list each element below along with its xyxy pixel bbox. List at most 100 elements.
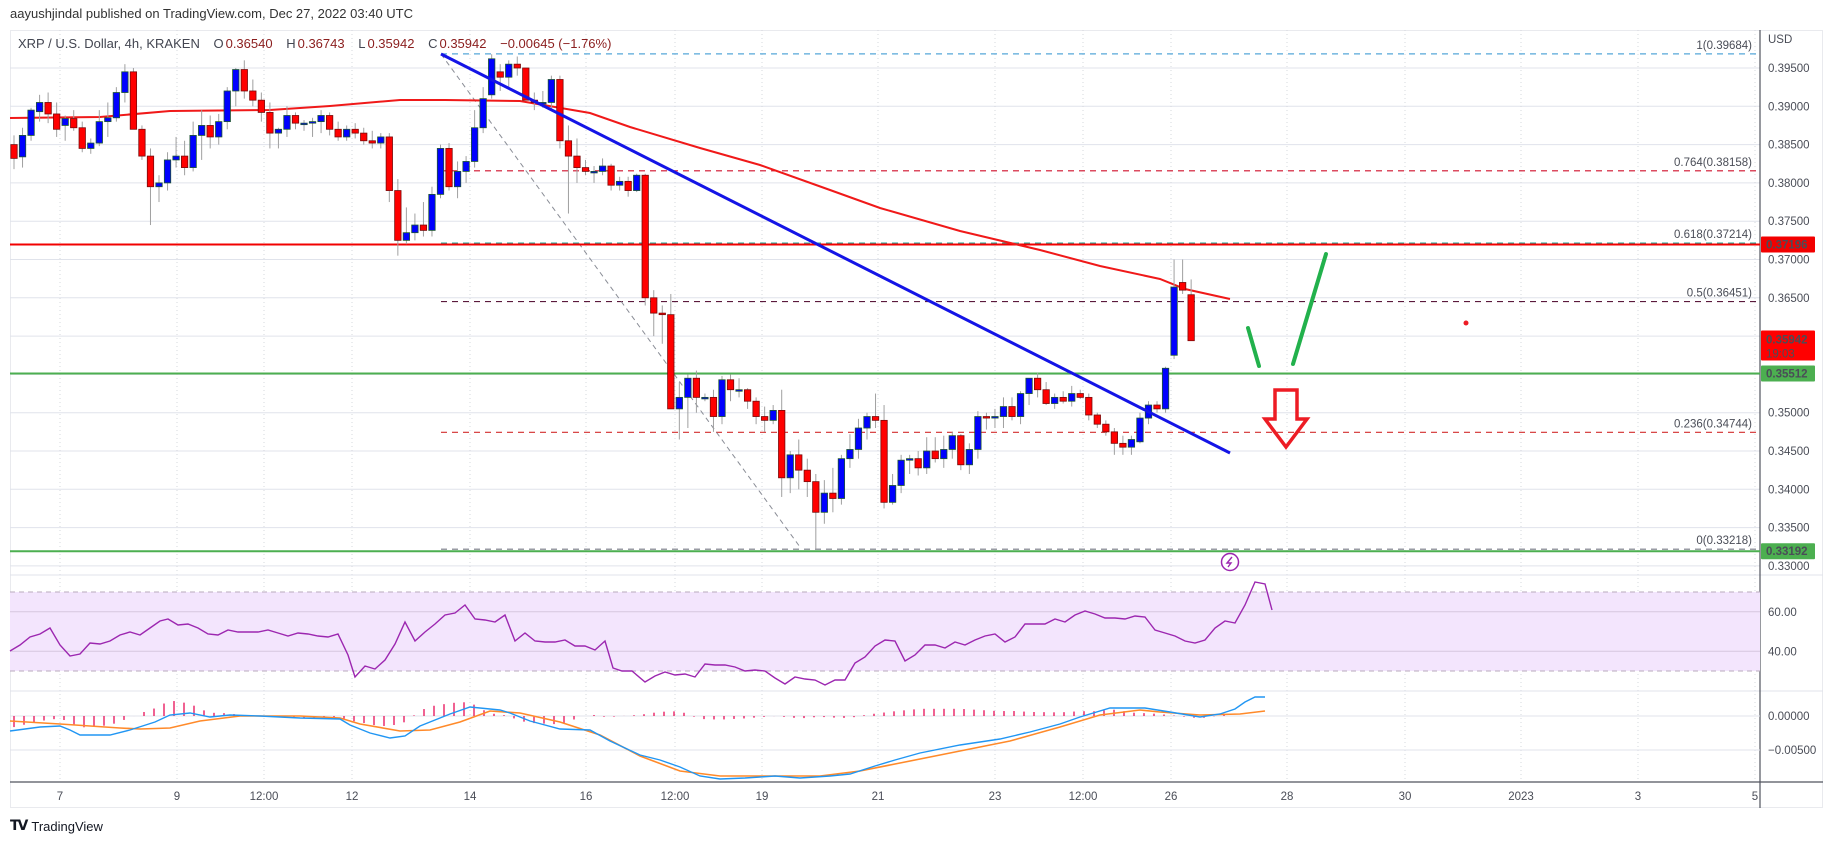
candle-up[interactable] — [471, 127, 479, 162]
candle-down[interactable] — [385, 136, 393, 191]
candle-down[interactable] — [44, 102, 52, 115]
candle-down[interactable] — [1093, 414, 1101, 425]
candle-down[interactable] — [650, 297, 658, 314]
candle-up[interactable] — [274, 128, 283, 134]
candle-down[interactable] — [607, 165, 615, 186]
candle-up[interactable] — [1136, 417, 1144, 443]
candle-up[interactable] — [155, 182, 163, 188]
candle-down[interactable] — [1153, 404, 1161, 410]
candle-down[interactable] — [795, 454, 803, 471]
candle-up[interactable] — [547, 79, 555, 103]
candle-up[interactable] — [121, 71, 129, 93]
candle-up[interactable] — [35, 102, 44, 113]
candle-down[interactable] — [641, 174, 649, 299]
candle-up[interactable] — [769, 410, 777, 421]
candle-up[interactable] — [906, 458, 914, 461]
candle-up[interactable] — [1025, 377, 1033, 394]
candle-up[interactable] — [1127, 439, 1136, 448]
candle-up[interactable] — [104, 117, 112, 123]
candle-up[interactable] — [854, 427, 863, 450]
candle-down[interactable] — [522, 67, 530, 101]
candle-down[interactable] — [180, 155, 189, 168]
candle-up[interactable] — [999, 406, 1008, 417]
candle-down[interactable] — [1042, 389, 1050, 404]
candle-down[interactable] — [914, 458, 922, 469]
candle-down[interactable] — [658, 312, 666, 316]
candle-up[interactable] — [343, 128, 351, 138]
candle-up[interactable] — [428, 193, 436, 231]
candle-up[interactable] — [95, 121, 103, 144]
candle-up[interactable] — [1068, 393, 1076, 402]
candle-up[interactable] — [198, 125, 206, 136]
candle-up[interactable] — [940, 449, 948, 460]
candle-down[interactable] — [709, 396, 718, 417]
candle-down[interactable] — [249, 90, 257, 101]
candle-down[interactable] — [1008, 406, 1016, 417]
candle-up[interactable] — [112, 92, 120, 119]
candle-up[interactable] — [402, 232, 410, 241]
candle-down[interactable] — [129, 71, 138, 130]
candle-up[interactable] — [1016, 393, 1025, 417]
candle-down[interactable] — [692, 377, 701, 398]
candle-down[interactable] — [957, 435, 965, 466]
candle-up[interactable] — [189, 135, 197, 168]
symbol-title[interactable]: XRP / U.S. Dollar, 4h, KRAKEN — [18, 36, 200, 51]
candle-up[interactable] — [837, 458, 846, 499]
candle-down[interactable] — [871, 416, 880, 421]
candle-down[interactable] — [53, 113, 61, 130]
candle-down[interactable] — [573, 155, 581, 168]
candle-down[interactable] — [1076, 393, 1084, 398]
red-down-arrow-icon[interactable] — [1261, 388, 1311, 450]
candle-down[interactable] — [257, 99, 265, 113]
candle-up[interactable] — [923, 450, 931, 469]
candle-up[interactable] — [18, 135, 27, 158]
candle-up[interactable] — [27, 109, 35, 136]
candle-up[interactable] — [974, 416, 982, 450]
candle-up[interactable] — [87, 142, 95, 149]
candle-up[interactable] — [505, 63, 513, 78]
candle-down[interactable] — [726, 379, 735, 391]
candle-up[interactable] — [846, 449, 854, 460]
candle-down[interactable] — [351, 128, 359, 134]
candle-up[interactable] — [991, 416, 999, 419]
candle-down[interactable] — [1059, 396, 1067, 402]
candle-up[interactable] — [735, 389, 743, 392]
candle-down[interactable] — [982, 416, 991, 419]
candle-down[interactable] — [206, 125, 214, 138]
candle-up[interactable] — [948, 435, 956, 450]
candle-down[interactable] — [146, 155, 155, 188]
candle-down[interactable] — [752, 400, 760, 417]
candle-down[interactable] — [496, 71, 504, 78]
candle-down[interactable] — [1179, 282, 1187, 291]
candle-up[interactable] — [300, 122, 308, 126]
candle-down[interactable] — [581, 167, 590, 172]
candle-down[interactable] — [394, 190, 402, 241]
candle-down[interactable] — [1119, 442, 1127, 448]
candle-down[interactable] — [78, 127, 86, 149]
candle-up[interactable] — [215, 121, 223, 138]
candle-down[interactable] — [880, 419, 888, 503]
candle-down[interactable] — [70, 118, 78, 129]
candle-up[interactable] — [633, 174, 641, 191]
candle-down[interactable] — [743, 389, 752, 402]
candle-up[interactable] — [701, 396, 709, 400]
candle-down[interactable] — [513, 63, 521, 69]
tradingview-logo[interactable]: TV TradingView — [10, 818, 103, 834]
bearish-trendline[interactable] — [440, 52, 1231, 455]
candle-down[interactable] — [240, 69, 248, 92]
candle-up[interactable] — [675, 396, 683, 410]
candle-down[interactable] — [1085, 396, 1093, 416]
candle-up[interactable] — [462, 161, 470, 172]
candle-up[interactable] — [223, 90, 231, 123]
candle-up[interactable] — [590, 171, 598, 174]
candle-up[interactable] — [684, 377, 692, 398]
candle-up[interactable] — [308, 121, 317, 124]
candle-up[interactable] — [786, 454, 794, 479]
candle-up[interactable] — [888, 485, 897, 503]
candle-up[interactable] — [598, 165, 607, 172]
projection-line[interactable] — [1291, 252, 1328, 366]
candle-down[interactable] — [138, 128, 146, 157]
candle-down[interactable] — [291, 115, 300, 124]
candle-up[interactable] — [453, 171, 462, 188]
